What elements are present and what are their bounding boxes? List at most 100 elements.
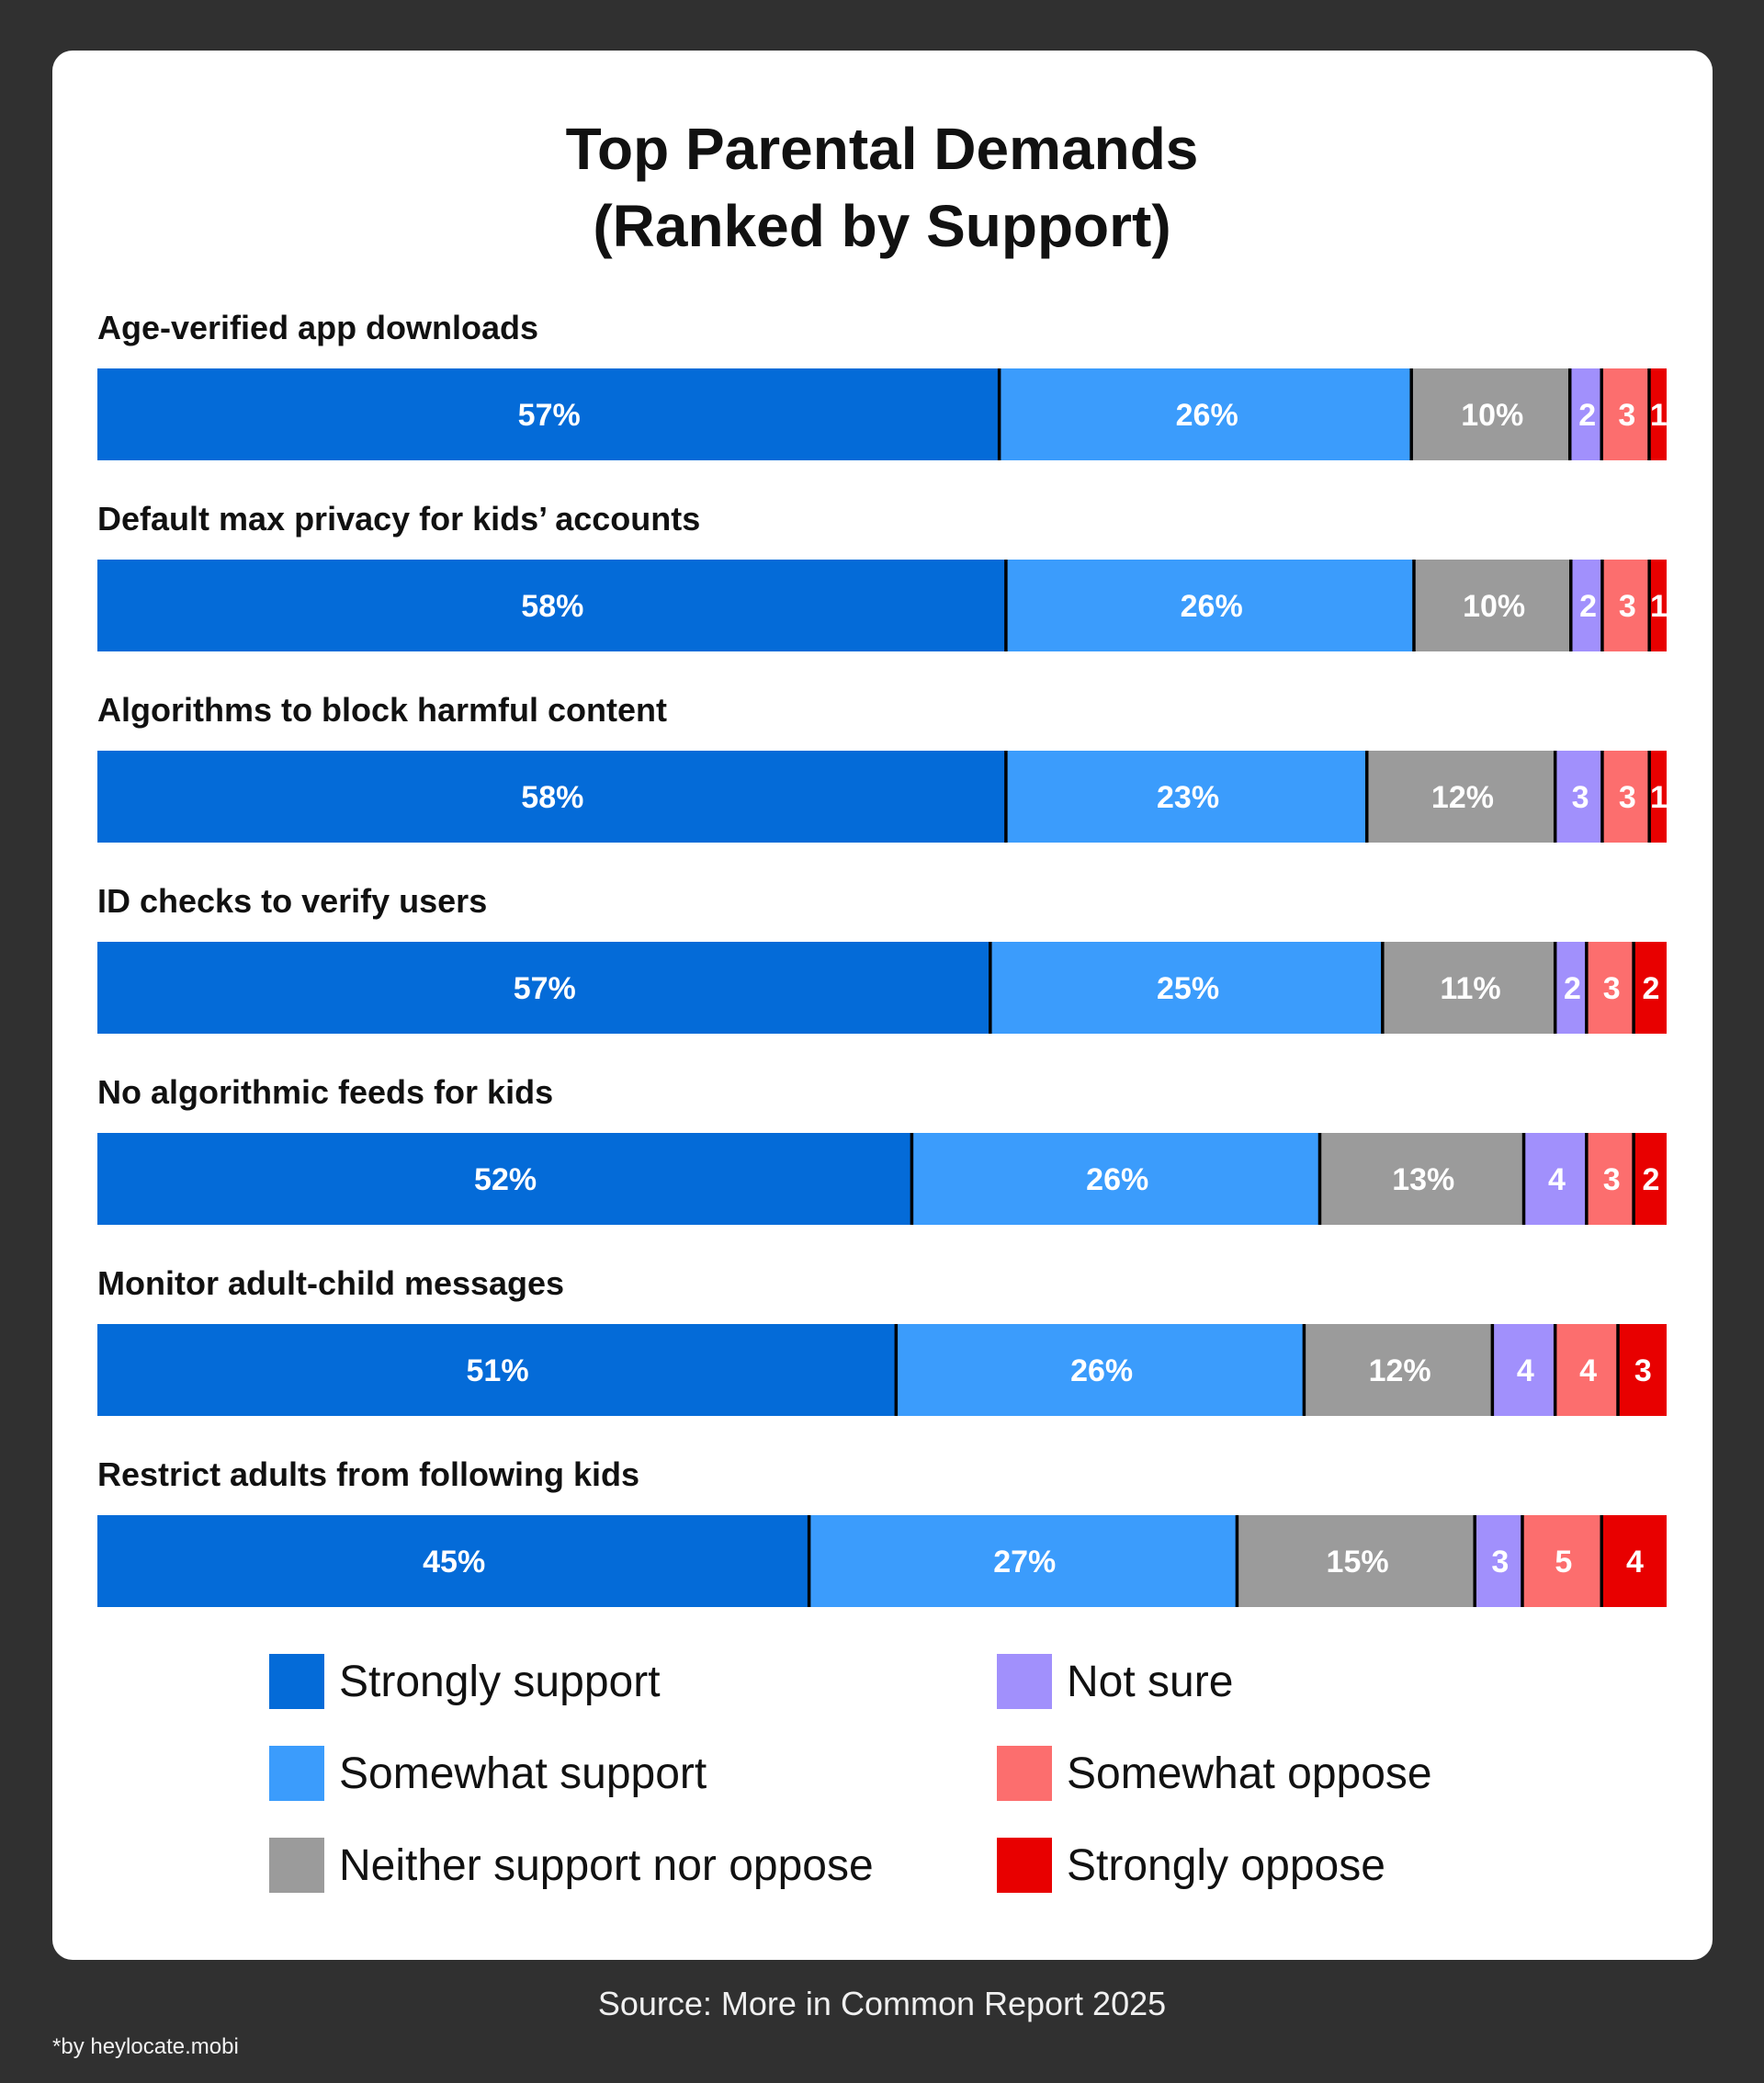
bar-segment: [1007, 560, 1416, 651]
chart-title-line-1: Top Parental Demands: [565, 116, 1199, 182]
bar-value-label: 4: [1626, 1545, 1644, 1579]
bar-segment: [97, 1324, 899, 1416]
bar-value-label: 26%: [1070, 1353, 1133, 1388]
bar-segment: [1650, 560, 1667, 651]
bar-segment: [97, 751, 1008, 843]
bar-value-label: 3: [1603, 971, 1621, 1006]
legend-swatch: [269, 1654, 324, 1709]
bar-segment: [1494, 1324, 1557, 1416]
bar-segment: [1384, 942, 1557, 1034]
bar-segment: [1001, 368, 1413, 460]
bar-value-label: 15%: [1327, 1545, 1389, 1579]
bar-value-label: 57%: [518, 398, 581, 433]
bar-segment: [810, 1515, 1239, 1607]
bar-segment: [991, 942, 1385, 1034]
legend-label: Not sure: [1067, 1657, 1234, 1706]
bar-segment: [1412, 368, 1572, 460]
source-note: Source: More in Common Report 2025: [597, 1985, 1167, 2022]
bar-segment: [1525, 1133, 1589, 1225]
bar-value-label: 12%: [1431, 780, 1494, 815]
bar-value-label: 2: [1564, 971, 1581, 1006]
bar-segment: [97, 1515, 811, 1607]
bar-value-label: 1: [1650, 589, 1668, 624]
credit-note: *by heylocate.mobi: [52, 2034, 239, 2059]
bar-segment: [913, 1133, 1322, 1225]
legend-label: Neither support nor oppose: [339, 1840, 874, 1890]
bar-value-label: 3: [1603, 1162, 1621, 1197]
bar-segment: [1603, 751, 1651, 843]
legend-label: Somewhat support: [339, 1749, 707, 1798]
bar-segment: [1571, 368, 1603, 460]
chart-title-line-2: (Ranked by Support): [593, 193, 1171, 259]
bar-value-label: 26%: [1181, 589, 1243, 624]
bar-value-label: 10%: [1463, 589, 1525, 624]
bar-segment: [1476, 1515, 1524, 1607]
legend-item: Somewhat oppose: [997, 1746, 1432, 1801]
bar-segment: [1603, 560, 1651, 651]
bar-value-label: 3: [1572, 780, 1589, 815]
bar-segment: [1602, 368, 1651, 460]
bar-segment: [97, 560, 1008, 651]
bar-segment: [97, 368, 1001, 460]
bar-value-label: 11%: [1440, 971, 1500, 1006]
bar-value-label: 58%: [521, 589, 583, 624]
bar-value-label: 3: [1619, 589, 1636, 624]
bar-segment: [898, 1324, 1306, 1416]
row-label: Age-verified app downloads: [97, 309, 539, 346]
bar-segment: [1306, 1324, 1495, 1416]
legend-swatch: [997, 1838, 1052, 1893]
bar-segment: [1619, 1324, 1667, 1416]
row-label: Monitor adult-child messages: [97, 1264, 565, 1302]
bar-value-label: 5: [1555, 1545, 1572, 1579]
bar-segment: [1321, 1133, 1526, 1225]
bar-value-label: 12%: [1369, 1353, 1431, 1388]
bar-value-label: 57%: [514, 971, 576, 1006]
bar-segment: [1368, 751, 1557, 843]
bar-value-label: 3: [1634, 1353, 1652, 1388]
row-label: No algorithmic feeds for kids: [97, 1073, 554, 1111]
bar-value-label: 13%: [1392, 1162, 1454, 1197]
bar-segment: [97, 1133, 914, 1225]
legend-swatch: [269, 1746, 324, 1801]
bar-value-label: 26%: [1086, 1162, 1148, 1197]
bar-value-label: 10%: [1461, 398, 1523, 433]
bar-value-label: 1: [1650, 780, 1668, 815]
legend-label: Strongly oppose: [1067, 1840, 1385, 1890]
bar-value-label: 3: [1618, 398, 1635, 433]
row-label: Restrict adults from following kids: [97, 1455, 640, 1493]
bar-segment: [1602, 1515, 1667, 1607]
bar-segment: [1556, 751, 1604, 843]
bar-value-label: 58%: [521, 780, 583, 815]
legend-swatch: [997, 1746, 1052, 1801]
bar-value-label: 25%: [1157, 971, 1219, 1006]
bar-value-label: 52%: [474, 1162, 537, 1197]
bar-value-label: 3: [1491, 1545, 1509, 1579]
legend-item: Strongly oppose: [997, 1838, 1385, 1893]
legend-item: Strongly support: [269, 1654, 661, 1709]
bar-value-label: 1: [1650, 398, 1668, 433]
bar-segment: [1588, 942, 1635, 1034]
row-label: Algorithms to block harmful content: [97, 691, 668, 729]
bar-segment: [1572, 560, 1604, 651]
bar-segment: [1634, 1133, 1667, 1225]
bar-segment: [1650, 751, 1667, 843]
legend-label: Somewhat oppose: [1067, 1749, 1432, 1798]
bar-value-label: 23%: [1157, 780, 1219, 815]
bar-segment: [1650, 368, 1667, 460]
bar-segment: [1415, 560, 1573, 651]
bar-value-label: 45%: [423, 1545, 485, 1579]
row-label: ID checks to verify users: [97, 882, 488, 920]
bar-segment: [1588, 1133, 1635, 1225]
chart-title: Top Parental Demands (Ranked by Support): [0, 110, 1764, 265]
bar-value-label: 2: [1642, 971, 1659, 1006]
bar-value-label: 4: [1579, 1353, 1597, 1388]
bar-value-label: 27%: [993, 1545, 1056, 1579]
legend-item: Neither support nor oppose: [269, 1838, 874, 1893]
bar-value-label: 4: [1548, 1162, 1566, 1197]
bar-segment: [1523, 1515, 1603, 1607]
bar-segment: [1238, 1515, 1476, 1607]
legend-swatch: [269, 1838, 324, 1893]
bar-value-label: 2: [1578, 398, 1596, 433]
bar-value-label: 26%: [1176, 398, 1238, 433]
